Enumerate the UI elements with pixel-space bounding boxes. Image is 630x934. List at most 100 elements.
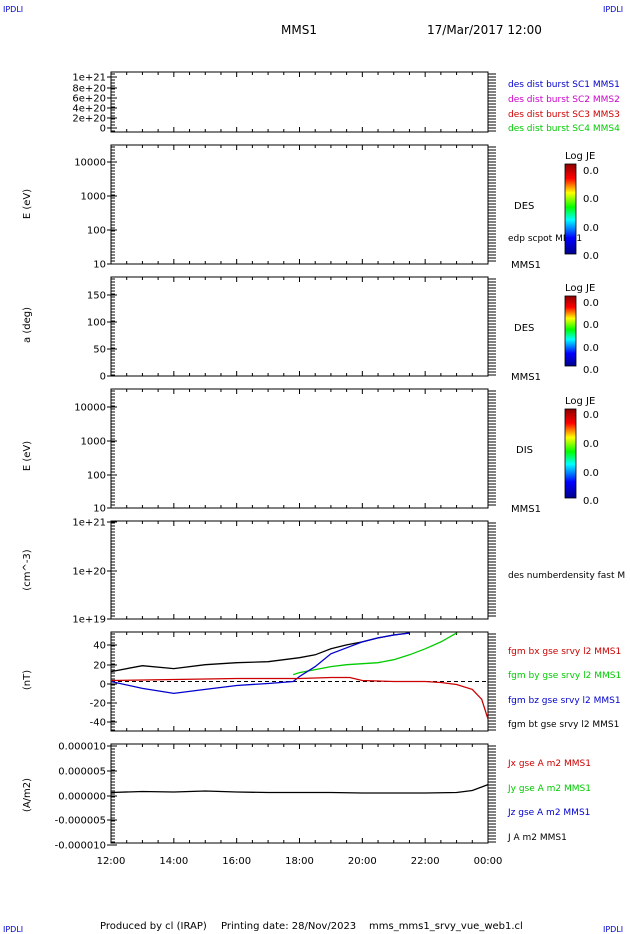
- y-tick-label: 0: [100, 372, 106, 383]
- legend-entry: Jz gse A m2 MMS1: [507, 808, 590, 818]
- y-tick-label: 1e+19: [72, 615, 106, 626]
- panel-frame: [110, 144, 489, 265]
- spacecraft-label: MMS1: [511, 504, 541, 515]
- colorbar-title: Log JE: [565, 283, 595, 294]
- instrument-label: DES: [514, 323, 534, 334]
- footer-filename: mms_mms1_srvy_vue_web1.cl: [369, 921, 523, 932]
- colorbar-scale: [564, 408, 577, 499]
- y-tick-label: 8e+20: [72, 84, 106, 95]
- legend-entry: des dist burst SC4 MMS4: [508, 124, 620, 134]
- y-tick-label: 1e+20: [72, 567, 106, 578]
- series-line-1: [110, 783, 489, 794]
- time-tick-label: 22:00: [411, 856, 440, 867]
- y-tick-label: 0.000000: [58, 792, 106, 803]
- colorbar-value: 0.0: [583, 343, 599, 354]
- y-tick-label: 10: [93, 504, 106, 515]
- panel-3: 150 100 50 0 a (deg) DES MMS1: [22, 276, 541, 383]
- panel-frame: [110, 71, 489, 133]
- spacecraft-label: MMS1: [511, 260, 541, 271]
- y-tick-label: 0.000010: [58, 742, 106, 753]
- y-tick-label: 100: [87, 226, 106, 237]
- time-tick-label: 16:00: [222, 856, 251, 867]
- colorbar-value: 0.0: [583, 439, 599, 450]
- y-tick-label: 100: [87, 318, 106, 329]
- y-tick-label: 0: [100, 124, 106, 135]
- y-tick-label: 100: [87, 471, 106, 482]
- colorbar-value: 0.0: [583, 496, 599, 507]
- legend-entry: des dist burst SC3 MMS3: [508, 110, 620, 120]
- colorbar-value: 0.0: [583, 166, 599, 177]
- colorbar-2: Log JE 0.0 0.0 0.0 0.0: [564, 283, 599, 376]
- date-title: 17/Mar/2017 12:00: [427, 23, 542, 37]
- legend-entry: des dist burst SC1 MMS1: [508, 80, 620, 90]
- y-axis-label: (cm^-3): [22, 549, 33, 590]
- y-tick-label: 0.000005: [58, 767, 106, 778]
- legend-entry: fgm bt gse srvy l2 MMS1: [508, 720, 619, 730]
- y-tick-label: 40: [93, 641, 106, 652]
- time-tick-label: 18:00: [285, 856, 314, 867]
- y-tick-label: 150: [87, 291, 106, 302]
- colorbar-value: 0.0: [583, 223, 599, 234]
- series-line-1: [110, 632, 410, 673]
- legend-entry: fgm bx gse srvy l2 MMS1: [508, 647, 621, 657]
- y-axis-label: E (eV): [22, 441, 33, 471]
- y-axis-label: (nT): [22, 670, 33, 690]
- y-tick-label: 1000: [81, 192, 106, 203]
- time-tick-label: 14:00: [159, 856, 188, 867]
- colorbar-value: 0.0: [583, 468, 599, 479]
- y-tick-label: 4e+20: [72, 104, 106, 115]
- corner-label-top-right: IPDLI: [603, 5, 623, 14]
- y-tick-label: 20: [93, 661, 106, 672]
- instrument-label: DIS: [516, 445, 533, 456]
- legend-entry: des numberdensity fast M: [508, 571, 625, 581]
- colorbar-value: 0.0: [583, 365, 599, 376]
- panel-7: 0.000010 0.000005 0.000000 -0.000005 -0.0000…: [22, 742, 591, 852]
- y-axis-label: a (deg): [22, 307, 33, 343]
- series-line-2: [293, 632, 457, 676]
- overlay-label: edp scpot MMS1: [508, 234, 582, 244]
- panel-5: 1e+21 1e+20 1e+19 (cm^-3) des numberdensity …: [22, 518, 625, 626]
- colorbar-1: Log JE 0.0 0.0 0.0 0.0: [564, 151, 599, 262]
- series-line-4: [110, 676, 489, 720]
- y-tick-label: 1e+21: [72, 518, 106, 529]
- colorbar-title: Log JE: [565, 396, 595, 407]
- y-tick-label: 50: [93, 345, 106, 356]
- y-axis-label: E (eV): [22, 189, 33, 219]
- panel-6: 40 20 0 -20 -40 (nT) fgm bx gse srvy l2 MMS1 fg…: [22, 631, 621, 732]
- y-tick-label: -0.000005: [55, 816, 106, 827]
- corner-label-top-left: IPDLI: [3, 5, 23, 14]
- y-tick-label: 10: [93, 260, 106, 271]
- y-tick-label: 10000: [74, 158, 106, 169]
- colorbar-value: 0.0: [583, 320, 599, 331]
- colorbar-value: 0.0: [583, 251, 599, 262]
- footer-produced: Produced by cl (IRAP): [100, 921, 207, 932]
- legend-entry: fgm by gse srvy l2 MMS1: [508, 671, 621, 681]
- time-tick-label: 00:00: [474, 856, 503, 867]
- spacecraft-title: MMS1: [281, 23, 317, 37]
- y-tick-label: -20: [90, 699, 106, 710]
- panel-frame: [110, 276, 489, 377]
- colorbar-value: 0.0: [583, 194, 599, 205]
- legend-entry: Jx gse A m2 MMS1: [507, 759, 591, 769]
- y-axis-label: (A/m2): [22, 778, 33, 812]
- y-tick-label: -40: [90, 718, 106, 729]
- y-tick-label: 10000: [74, 403, 106, 414]
- y-tick-label: -0.000010: [55, 841, 106, 852]
- time-tick-label: 12:00: [97, 856, 126, 867]
- y-tick-label: 0: [100, 680, 106, 691]
- footer-printing: Printing date: 28/Nov/2023: [221, 921, 356, 932]
- y-tick-label: 6e+20: [72, 94, 106, 105]
- instrument-label: DES: [514, 201, 534, 212]
- colorbar-scale: [564, 295, 577, 367]
- series-line-3: [110, 632, 410, 695]
- corner-label-bottom-left: IPDLI: [3, 925, 23, 934]
- panel-4: 10000 1000 100 10 E (eV) DIS MMS1: [22, 388, 541, 515]
- corner-label-bottom-right: IPDLI: [603, 925, 623, 934]
- colorbar-value: 0.0: [583, 298, 599, 309]
- panel-frame: [110, 520, 489, 620]
- y-tick-label: 1e+21: [72, 73, 106, 84]
